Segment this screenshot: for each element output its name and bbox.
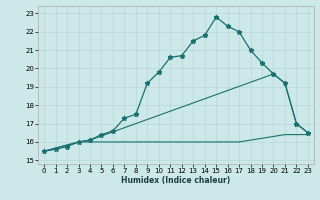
X-axis label: Humidex (Indice chaleur): Humidex (Indice chaleur) — [121, 176, 231, 185]
